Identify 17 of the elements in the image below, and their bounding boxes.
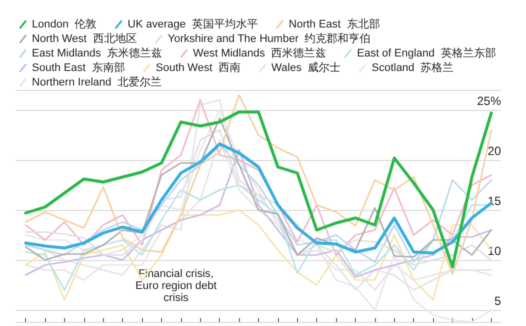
legend-label: East of England 英格兰东部 [356,46,496,60]
annotation: Financial crisis, Euro region debt crisis [135,268,217,304]
legend-label: North West 西北地区 [32,32,137,45]
legend-label: East Midlands 东米德兰兹 [32,46,162,60]
legend-label: South East 东南部 [32,61,125,74]
legend-label: Scotland 苏格兰 [372,61,454,74]
y-tick-label: 25% [476,94,502,108]
y-tick-label: 5 [494,294,502,308]
legend-label: South West 西南 [156,61,241,74]
legend-label: West Midlands 西米德兰兹 [193,46,326,60]
legend-label: London 伦敦 [32,18,97,30]
legend-label: Yorkshire and The Humber 约克郡和亨伯 [168,32,371,45]
y-tick-label: 20 [488,144,502,158]
legend-label: Northern Ireland 北爱尔兰 [32,76,162,88]
legend-label: Wales 威尔士 [271,61,341,74]
legend-label: North East 东北部 [288,18,380,30]
legend-label: UK average 英国平均水平 [128,18,258,30]
